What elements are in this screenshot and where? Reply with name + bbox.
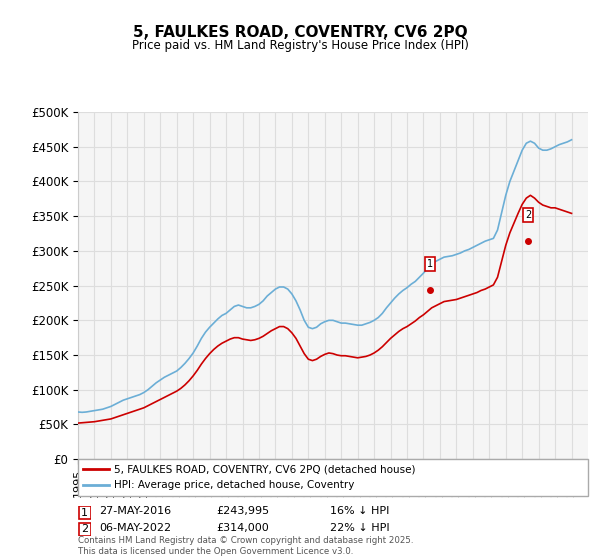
Text: 5, FAULKES ROAD, COVENTRY, CV6 2PQ: 5, FAULKES ROAD, COVENTRY, CV6 2PQ xyxy=(133,25,467,40)
FancyBboxPatch shape xyxy=(78,459,588,496)
Text: 2: 2 xyxy=(81,525,88,534)
Text: 16% ↓ HPI: 16% ↓ HPI xyxy=(330,506,389,516)
Text: £243,995: £243,995 xyxy=(216,506,269,516)
FancyBboxPatch shape xyxy=(79,506,91,519)
Text: 27-MAY-2016: 27-MAY-2016 xyxy=(99,506,171,516)
Text: Contains HM Land Registry data © Crown copyright and database right 2025.
This d: Contains HM Land Registry data © Crown c… xyxy=(78,536,413,556)
Text: 1: 1 xyxy=(427,259,433,269)
Text: HPI: Average price, detached house, Coventry: HPI: Average price, detached house, Cove… xyxy=(114,480,354,491)
FancyBboxPatch shape xyxy=(79,523,91,536)
Text: 22% ↓ HPI: 22% ↓ HPI xyxy=(330,523,389,533)
Text: 2: 2 xyxy=(525,211,531,220)
Text: £314,000: £314,000 xyxy=(216,523,269,533)
Text: 5, FAULKES ROAD, COVENTRY, CV6 2PQ (detached house): 5, FAULKES ROAD, COVENTRY, CV6 2PQ (deta… xyxy=(114,464,415,474)
Text: 1: 1 xyxy=(81,508,88,517)
Text: 06-MAY-2022: 06-MAY-2022 xyxy=(99,523,171,533)
Text: Price paid vs. HM Land Registry's House Price Index (HPI): Price paid vs. HM Land Registry's House … xyxy=(131,39,469,52)
